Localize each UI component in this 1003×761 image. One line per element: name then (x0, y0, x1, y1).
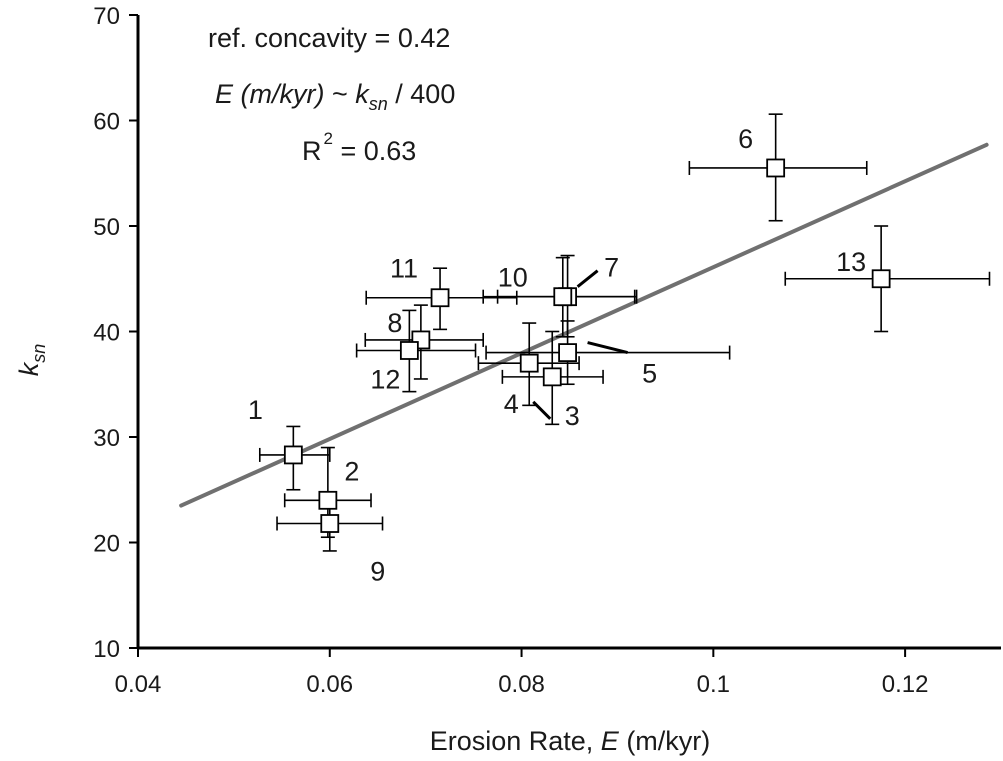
y-tick-label: 60 (93, 109, 120, 136)
leader-line-5 (587, 341, 628, 355)
point-label-5: 5 (642, 359, 657, 389)
y-tick-label: 20 (93, 531, 120, 558)
leader-line-7 (576, 269, 599, 288)
error-bar-5 (485, 320, 731, 386)
annotation-k: k (355, 79, 370, 109)
y-axis-title-base: k (14, 361, 44, 376)
data-point-10 (553, 287, 573, 307)
label-leaders (532, 269, 628, 420)
y-axis-title: ksn (14, 344, 49, 377)
point-label-8: 8 (387, 308, 402, 338)
y-tick-labels: 10 20 30 40 50 60 70 (93, 3, 120, 663)
point-label-7: 7 (604, 253, 619, 283)
point-label-1: 1 (248, 395, 263, 425)
y-tick-label: 10 (93, 636, 120, 663)
fit-line (179, 142, 989, 508)
data-point-1 (283, 445, 303, 465)
annotation-k-subscript: sn (369, 94, 388, 114)
x-tick-label: 0.1 (697, 671, 730, 698)
annotation-r-superscript: 2 (324, 129, 333, 148)
point-label-3: 3 (565, 401, 580, 431)
annotation-tilde: ~ (324, 79, 355, 109)
y-axis-title-subscript: sn (29, 344, 49, 363)
y-tick-label: 40 (93, 320, 120, 347)
x-tick-labels: 0.04 0.06 0.08 0.1 0.12 (115, 671, 929, 698)
data-point-2 (318, 490, 338, 510)
point-label-10: 10 (498, 263, 528, 293)
data-point-4 (519, 353, 539, 373)
annotation-concavity: ref. concavity = 0.42 (208, 23, 450, 53)
annotation-r-value: = 0.63 (333, 136, 416, 166)
data-point-13 (871, 269, 891, 289)
data-point-12 (399, 341, 419, 360)
y-tick-label: 70 (93, 3, 120, 30)
annotation-e: E (215, 79, 234, 109)
point-label-2: 2 (344, 456, 359, 486)
x-tick-label: 0.08 (498, 671, 545, 698)
leader-line-3 (532, 400, 552, 420)
annotation-units: (m/kyr) (233, 79, 324, 109)
tick-marks (129, 14, 907, 657)
data-markers (283, 158, 891, 533)
data-point-6 (766, 158, 786, 178)
point-label-11: 11 (390, 254, 418, 284)
fit-line-group (179, 142, 989, 508)
error-bars (258, 113, 991, 552)
point-label-4: 4 (504, 389, 519, 419)
x-tick-label: 0.04 (115, 671, 162, 698)
y-tick-label: 30 (93, 425, 120, 452)
point-label-9: 9 (370, 557, 385, 587)
data-point-9 (320, 514, 340, 533)
y-tick-label: 50 (93, 214, 120, 241)
annotation-relationship: E (m/kyr) ~ ksn / 400 (215, 79, 455, 114)
x-tick-label: 0.06 (306, 671, 353, 698)
data-point-11 (430, 288, 450, 308)
point-label-13: 13 (836, 247, 866, 277)
x-axis-title-suffix: (m/kyr) (619, 726, 710, 756)
annotation-r: R (302, 136, 322, 166)
x-axis-title-italic: E (601, 726, 620, 756)
point-label-6: 6 (738, 124, 753, 154)
data-point-3 (542, 367, 562, 387)
point-label-12: 12 (370, 364, 400, 394)
annotation-divisor: / 400 (388, 79, 456, 109)
x-axis-title-prefix: Erosion Rate, (430, 726, 601, 756)
data-point-5 (558, 343, 577, 363)
x-axis-title: Erosion Rate, E (m/kyr) (430, 726, 711, 756)
x-tick-label: 0.12 (882, 671, 929, 698)
